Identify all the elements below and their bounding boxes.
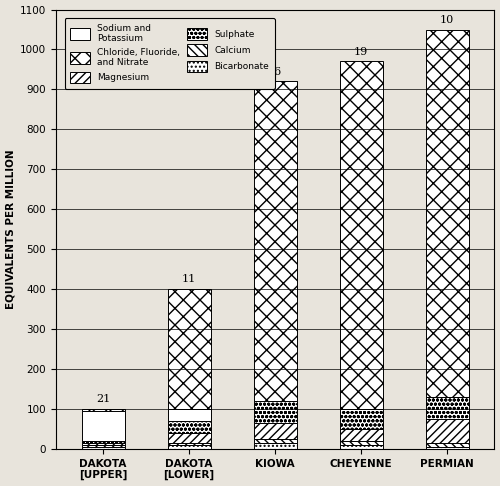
Bar <box>82 409 124 411</box>
Bar <box>82 411 124 441</box>
Bar <box>168 289 210 409</box>
Bar <box>168 443 210 445</box>
Bar <box>168 445 210 449</box>
Bar <box>426 419 469 443</box>
Bar <box>426 30 469 397</box>
Text: 19: 19 <box>354 47 368 57</box>
Bar <box>254 423 296 439</box>
Bar <box>254 439 296 443</box>
Bar <box>168 409 210 421</box>
Bar <box>168 433 210 443</box>
Bar <box>168 421 210 433</box>
Legend: Sodium and
Potassium, Chloride, Fluoride,
and Nitrate, Magnesium, Sulphate, Calc: Sodium and Potassium, Chloride, Fluoride… <box>64 18 274 89</box>
Bar <box>340 61 382 409</box>
Bar <box>254 82 296 401</box>
Text: 16: 16 <box>268 67 282 77</box>
Bar <box>82 445 124 447</box>
Bar <box>82 443 124 445</box>
Bar <box>340 429 382 441</box>
Bar <box>82 447 124 449</box>
Bar <box>254 443 296 449</box>
Y-axis label: EQUIVALENTS PER MILLION: EQUIVALENTS PER MILLION <box>6 149 16 309</box>
Bar <box>340 445 382 449</box>
Bar <box>426 443 469 447</box>
Text: 10: 10 <box>440 15 454 25</box>
Bar <box>82 441 124 443</box>
Bar <box>340 441 382 445</box>
Bar <box>340 409 382 429</box>
Text: 11: 11 <box>182 274 196 284</box>
Bar <box>426 397 469 419</box>
Bar <box>254 401 296 423</box>
Bar <box>426 447 469 449</box>
Text: 21: 21 <box>96 394 110 404</box>
